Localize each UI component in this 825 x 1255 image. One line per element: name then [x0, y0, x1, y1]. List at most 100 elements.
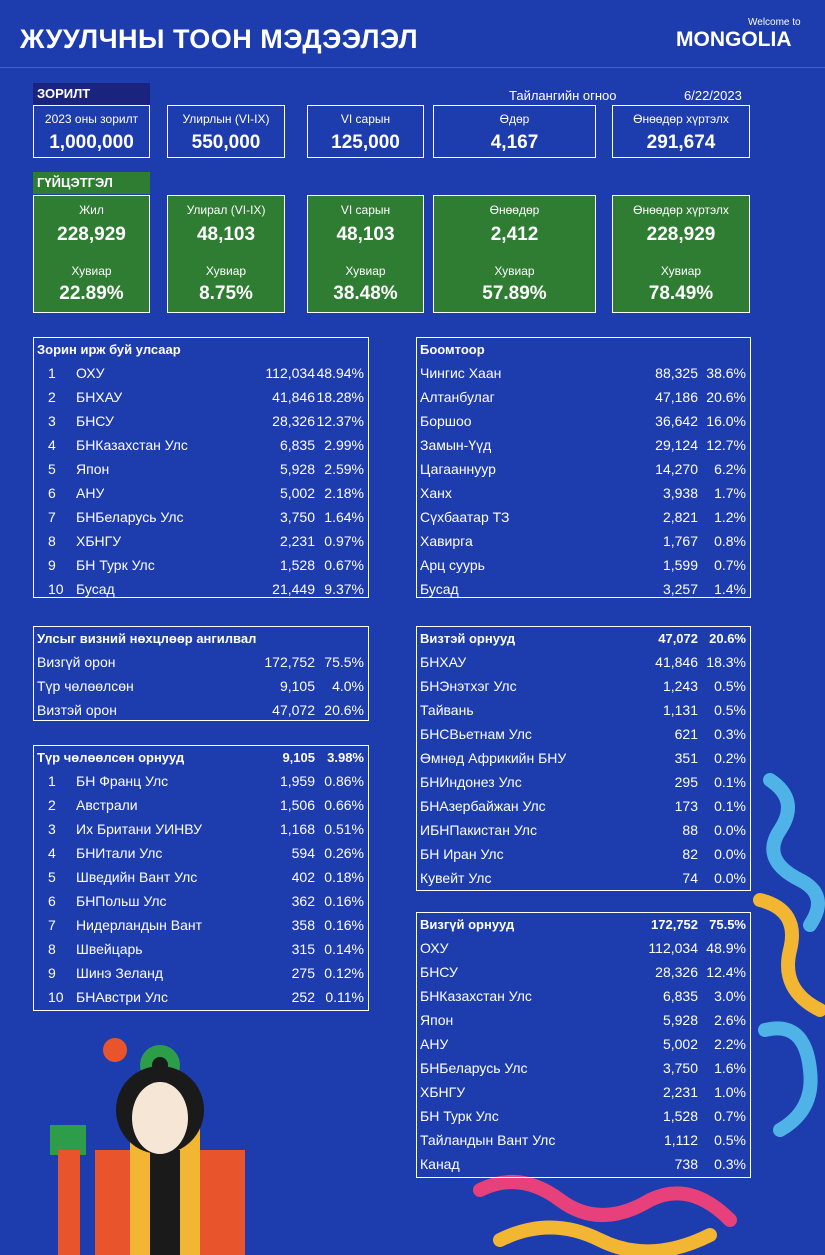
count: 28,326 — [655, 964, 698, 980]
name: Кувейт Улс — [420, 870, 492, 886]
pct: 0.1% — [714, 774, 746, 790]
count: 1,506 — [279, 797, 315, 813]
progress-card: Жил 228,929 Хувиар 22.89% — [33, 195, 150, 313]
name: БНАвстри Улс — [76, 989, 168, 1005]
pct: 6.2% — [714, 461, 746, 477]
count: 88,325 — [655, 365, 698, 381]
count: 88 — [682, 822, 698, 838]
name: Хавирга — [420, 533, 473, 549]
name: Чингис Хаан — [420, 365, 502, 381]
table-row: Хавирга 1,767 0.8% — [417, 529, 750, 553]
pct: 0.11% — [325, 989, 364, 1005]
goal-card: VI сарын 125,000 — [307, 105, 424, 158]
name: БН Иран Улс — [420, 846, 504, 862]
name: БНБеларусь Улс — [76, 509, 184, 525]
pct: 18.28% — [316, 389, 364, 405]
pct: 0.7% — [714, 1108, 746, 1124]
table-row: БНИндонез Улс 295 0.1% — [417, 770, 750, 794]
table-header: Боомтоор — [417, 338, 750, 362]
count: 29,124 — [655, 437, 698, 453]
pct: 12.4% — [706, 964, 746, 980]
card-label: Жил — [79, 203, 104, 217]
table-title: Визтэй орнууд — [420, 631, 516, 646]
pct: 16.0% — [706, 413, 746, 429]
pct: 1.4% — [714, 581, 746, 597]
name: Алтанбулаг — [420, 389, 495, 405]
card-label: Улирал (VI-IX) — [186, 203, 266, 217]
pct: 0.26% — [324, 845, 364, 861]
name: АНУ — [76, 485, 105, 501]
count: 112,034 — [648, 940, 698, 956]
count: 1,959 — [279, 773, 315, 789]
name: Ханх — [420, 485, 452, 501]
table-row: 7 Нидерландын Вант 358 0.16% — [34, 913, 368, 937]
goal-card: 2023 оны зорилт 1,000,000 — [33, 105, 150, 158]
name: ХБНГУ — [76, 533, 122, 549]
name: ХБНГУ — [420, 1084, 466, 1100]
table-row: БН Иран Улс 82 0.0% — [417, 842, 750, 866]
count: 173 — [674, 798, 698, 814]
name: БНХАУ — [420, 654, 467, 670]
count: 9,105 — [279, 678, 315, 694]
count: 47,186 — [655, 389, 698, 405]
count: 358 — [291, 917, 315, 933]
report-date: 6/22/2023 — [684, 88, 742, 103]
count: 82 — [682, 846, 698, 862]
rank: 5 — [48, 869, 56, 885]
name: Их Британи УИНВУ — [76, 821, 203, 837]
rank: 5 — [48, 461, 56, 477]
pct: 4.0% — [332, 678, 364, 694]
count: 252 — [291, 989, 315, 1005]
pct: 0.14% — [324, 941, 364, 957]
name: Боршоо — [420, 413, 472, 429]
pct: 0.0% — [714, 870, 746, 886]
name: Австрали — [76, 797, 138, 813]
pct: 0.0% — [714, 822, 746, 838]
progress-card: VI сарын 48,103 Хувиар 38.48% — [307, 195, 424, 313]
count: 1,112 — [664, 1132, 698, 1148]
table-row: 10 Бусад 21,449 9.37% — [34, 577, 368, 601]
name: Бусад — [76, 581, 115, 597]
pct: 0.1% — [714, 798, 746, 814]
card-label: Өнөөдөр хүртэлх — [633, 112, 729, 126]
pct: 0.5% — [714, 1132, 746, 1148]
pct-label: Хувиар — [494, 264, 535, 278]
pct: 12.37% — [316, 413, 364, 429]
count: 6,835 — [279, 437, 315, 453]
name: Шведийн Вант Улс — [76, 869, 198, 885]
table-row: 2 БНХАУ 41,846 18.28% — [34, 385, 368, 409]
pct: 0.5% — [714, 702, 746, 718]
name: БНИндонез Улс — [420, 774, 522, 790]
count: 14,270 — [655, 461, 698, 477]
card-value: 228,929 — [646, 224, 716, 245]
pct: 2.99% — [324, 437, 364, 453]
table-row: 3 БНСУ 28,326 12.37% — [34, 409, 368, 433]
table-row: Арц суурь 1,599 0.7% — [417, 553, 750, 577]
table-row: Ханх 3,938 1.7% — [417, 481, 750, 505]
rank: 4 — [48, 437, 56, 453]
pct: 0.12% — [324, 965, 364, 981]
pct: 0.97% — [324, 533, 364, 549]
table-row: 1 БН Франц Улс 1,959 0.86% — [34, 769, 368, 793]
name: Арц суурь — [420, 557, 485, 573]
pct-label: Хувиар — [345, 264, 386, 278]
goal-card: Улирлын (VI-IX) 550,000 — [167, 105, 285, 158]
pct-value: 57.89% — [482, 283, 547, 304]
pct: 12.7% — [706, 437, 746, 453]
table-row: Тайвань 1,131 0.5% — [417, 698, 750, 722]
pct: 1.0% — [714, 1084, 746, 1100]
card-label: VI сарын — [340, 203, 391, 217]
table-row: 3 Их Британи УИНВУ 1,168 0.51% — [34, 817, 368, 841]
pct: 1.2% — [714, 509, 746, 525]
rank: 9 — [48, 557, 56, 573]
pct: 20.6% — [706, 389, 746, 405]
rank: 10 — [48, 581, 64, 597]
table-total: 172,752 — [651, 917, 698, 932]
table-row: Алтанбулаг 47,186 20.6% — [417, 385, 750, 409]
name: БНСУ — [76, 413, 114, 429]
table-row: БНСВьетнам Улс 621 0.3% — [417, 722, 750, 746]
count: 3,750 — [662, 1060, 698, 1076]
table-row: БНАзербайжан Улс 173 0.1% — [417, 794, 750, 818]
